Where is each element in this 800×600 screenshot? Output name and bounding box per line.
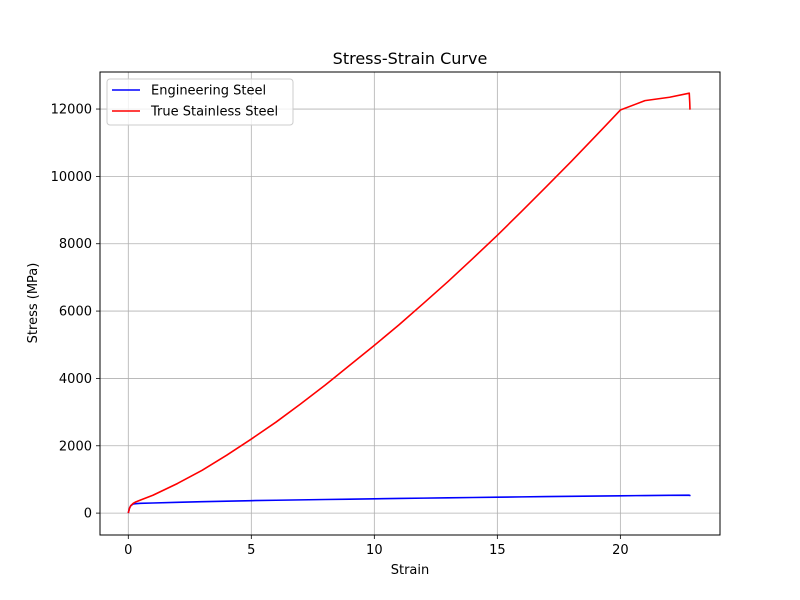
y-tick-label: 12000	[51, 103, 92, 118]
y-tick-label: 6000	[59, 305, 92, 320]
x-axis-label: Strain	[391, 563, 430, 578]
x-tick-label: 0	[124, 543, 132, 558]
y-axis-label: Stress (MPa)	[26, 263, 41, 344]
y-tick-label: 0	[84, 507, 92, 522]
y-tick-label: 4000	[59, 372, 92, 387]
y-tick-label: 8000	[59, 237, 92, 252]
legend-box	[106, 78, 294, 126]
tick-layer: 0 5 10 15 20 0 2000 4000 6000 8000 10000 12000	[51, 103, 629, 558]
y-tick-label: 2000	[59, 439, 92, 454]
x-tick-label: 15	[489, 543, 506, 558]
series-line-engineering-steel	[127, 494, 691, 514]
legend-label: True Stainless Steel	[150, 105, 278, 120]
x-tick-label: 5	[247, 543, 255, 558]
legend-label: Engineering Steel	[151, 84, 266, 99]
x-tick-label: 20	[612, 543, 629, 558]
series-line-true-stainless-steel	[127, 92, 691, 514]
plot-area-frame	[99, 71, 721, 536]
x-tick-label: 10	[366, 543, 383, 558]
y-tick-label: 10000	[51, 170, 92, 185]
legend: Engineering Steel True Stainless Steel	[106, 78, 294, 126]
grid-layer	[100, 72, 720, 535]
chart-title: Stress-Strain Curve	[333, 49, 488, 68]
series-layer	[127, 92, 691, 514]
